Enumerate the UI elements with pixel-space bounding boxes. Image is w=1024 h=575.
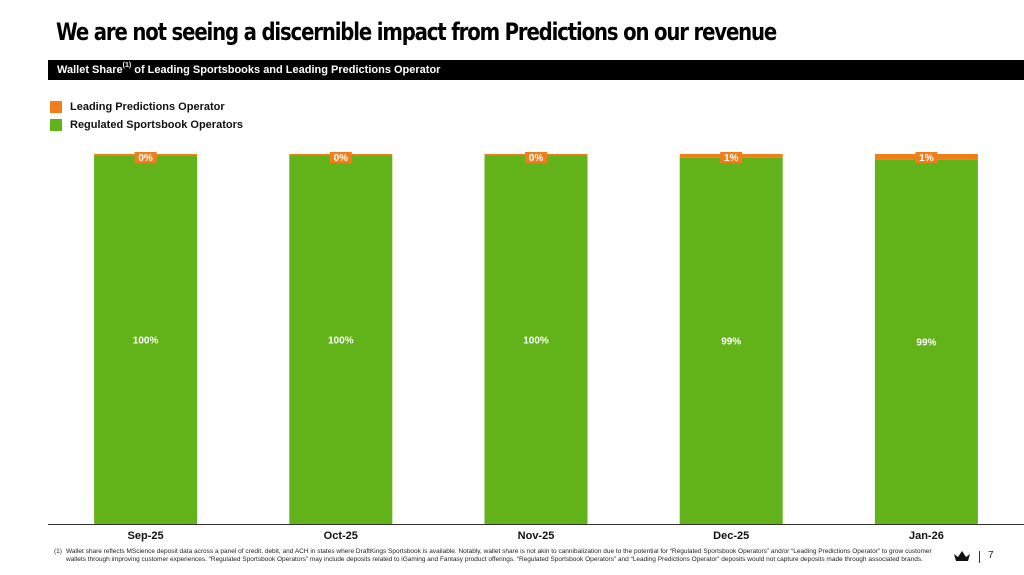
data-label-bg-predictions <box>915 152 938 163</box>
legend-item-sportsbook: Regulated Sportsbook Operators <box>50 116 243 134</box>
x-tick-label: Sep-25 <box>128 530 164 542</box>
footnote-number: (1) <box>54 548 62 555</box>
data-label-predictions: 1% <box>919 153 934 164</box>
bar-segment-sportsbook <box>679 157 783 524</box>
data-label-bg-predictions <box>525 152 547 163</box>
data-label-predictions: 0% <box>529 153 544 164</box>
bar-segment-sportsbook <box>94 155 198 525</box>
data-label-sportsbook: 100% <box>328 336 354 347</box>
x-tick-label: Oct-25 <box>324 530 358 542</box>
page-separator <box>979 551 980 563</box>
data-label-predictions: 0% <box>138 153 153 164</box>
data-label-sportsbook: 99% <box>721 337 741 348</box>
legend-item-predictions: Leading Predictions Operator <box>50 98 243 116</box>
data-label-bg-predictions <box>329 152 352 163</box>
slide-title: We are not seeing a discernible impact f… <box>56 18 777 46</box>
data-label-predictions: 1% <box>724 153 739 164</box>
data-label-sportsbook: 100% <box>133 336 159 347</box>
footnote: (1) Wallet share reflects MScience depos… <box>54 548 946 564</box>
bar-segment-sportsbook <box>484 155 588 525</box>
legend-label-sportsbook: Regulated Sportsbook Operators <box>70 119 243 131</box>
data-label-sportsbook: 99% <box>916 338 936 349</box>
x-tick-label: Dec-25 <box>713 530 749 542</box>
legend-swatch-sportsbook <box>50 119 62 131</box>
footnote-text: Wallet share reflects MScience deposit d… <box>66 548 932 563</box>
x-tick-label: Nov-25 <box>518 530 555 542</box>
x-tick-label: Jan-26 <box>909 530 944 542</box>
legend-swatch-predictions <box>50 101 62 113</box>
crown-icon <box>954 551 970 561</box>
subtitle-prefix: Wallet Share <box>57 64 123 76</box>
bar-segment-sportsbook <box>874 159 978 524</box>
data-label-sportsbook: 100% <box>523 336 549 347</box>
stacked-bar-chart: 100% 0% Sep-25 100% 0% Oct-25 100% 0% Nov-25 99% 1… <box>48 152 1024 542</box>
data-label-predictions: 0% <box>334 153 349 164</box>
subtitle-suffix: of Leading Sportsbooks and Leading Predi… <box>131 64 441 76</box>
chart-legend: Leading Predictions Operator Regulated S… <box>50 98 243 134</box>
data-label-bg-predictions <box>720 152 743 163</box>
page-number: 7 <box>988 550 994 561</box>
data-label-bg-predictions <box>134 152 157 163</box>
legend-label-predictions: Leading Predictions Operator <box>70 101 225 113</box>
chart-subtitle-bar: Wallet Share(1) of Leading Sportsbooks a… <box>48 60 1024 80</box>
subtitle-footnote-ref: (1) <box>122 62 132 70</box>
bar-segment-sportsbook <box>289 155 393 525</box>
